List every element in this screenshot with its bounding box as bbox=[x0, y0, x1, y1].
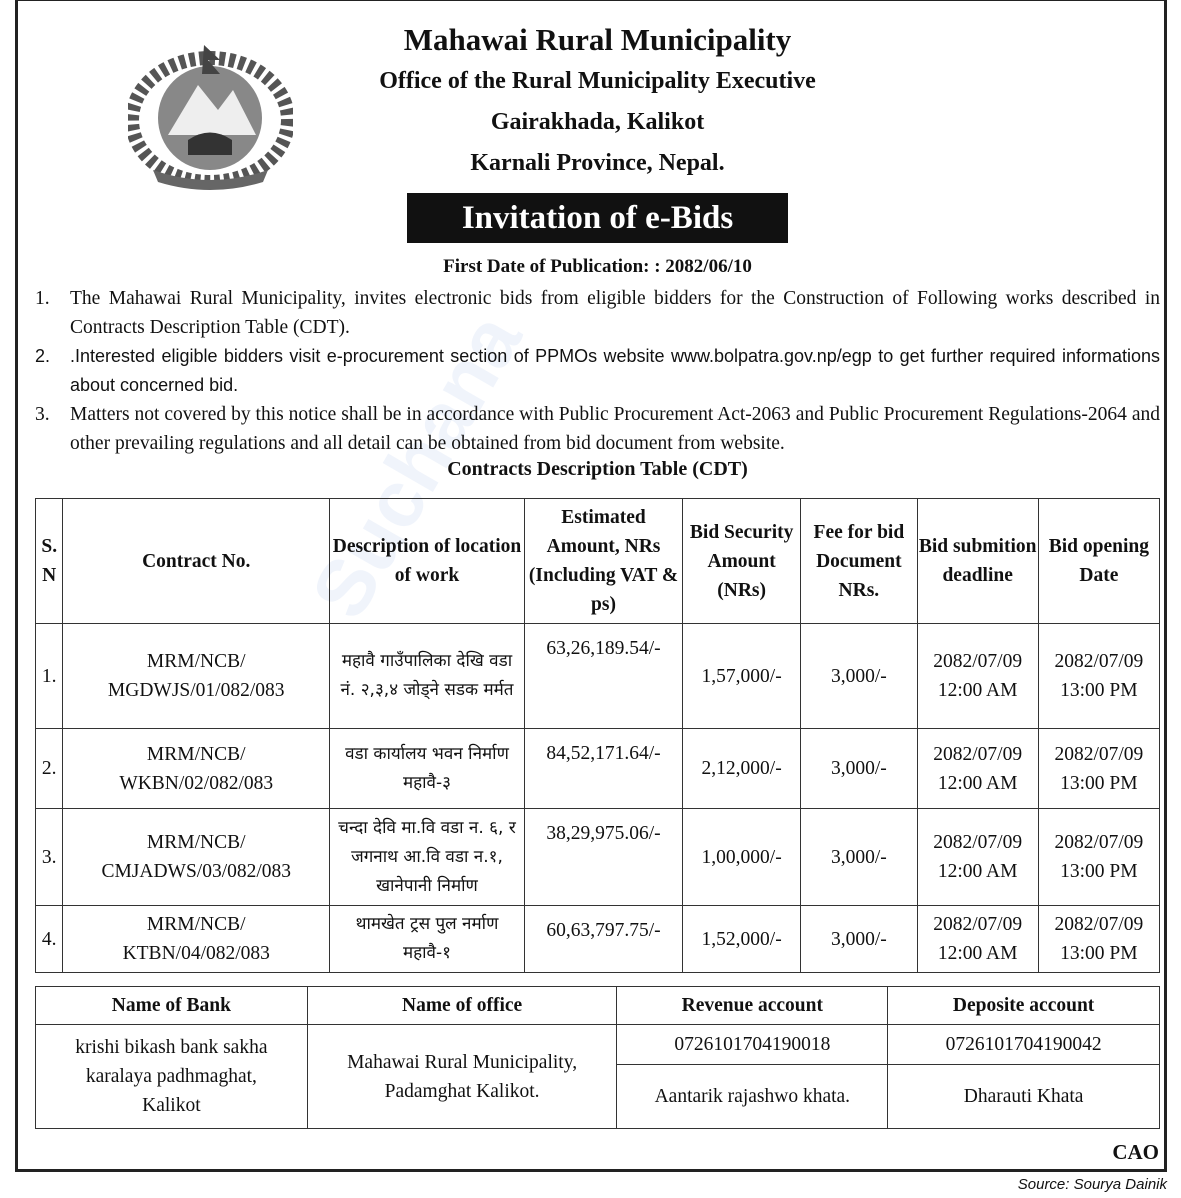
header-revenue: Revenue account bbox=[616, 986, 889, 1025]
cell-contract: MRM/NCB/ MGDWJS/01/082/083 bbox=[62, 623, 331, 729]
signature: CAO bbox=[1112, 1140, 1159, 1164]
header-sn: S. N bbox=[34, 498, 64, 624]
source-credit: Source: Sourya Dainik bbox=[1017, 1176, 1167, 1193]
paragraph-number: 3. bbox=[35, 404, 50, 425]
cell-security: 2,12,000/- bbox=[682, 728, 802, 809]
table-row: 1. MRM/NCB/ MGDWJS/01/082/083 महावै गाउँपा… bbox=[34, 623, 1161, 729]
cell-estimate: 60,63,797.75/- bbox=[523, 905, 684, 973]
cell-fee: 3,000/- bbox=[800, 728, 918, 809]
cell-desc: महावै गाउँपालिका देखि वडा नं. २,३,४ जोड्… bbox=[329, 623, 525, 729]
notice-title: Invitation of e-Bids bbox=[407, 193, 788, 243]
cell-fee: 3,000/- bbox=[800, 623, 918, 729]
cell-opening: 2082/07/09 13:00 PM bbox=[1037, 808, 1161, 906]
office-name: Office of the Rural Municipality Executi… bbox=[379, 68, 816, 94]
cell-sn: 2. bbox=[34, 728, 64, 809]
paragraph-text: Matters not covered by this notice shall… bbox=[70, 404, 1160, 454]
bank-row: krishi bikash bank sakha karalaya padhma… bbox=[35, 1024, 1160, 1129]
header-fee: Fee for bid Document NRs. bbox=[800, 498, 918, 624]
cell-security: 1,00,000/- bbox=[682, 808, 802, 906]
province: Karnali Province, Nepal. bbox=[470, 150, 725, 176]
cell-security: 1,57,000/- bbox=[682, 623, 802, 729]
header-estimate: Estimated Amount, NRs (Including VAT & p… bbox=[523, 498, 684, 624]
cell-deadline: 2082/07/09 12:00 AM bbox=[916, 905, 1039, 973]
bank-name: krishi bikash bank sakha karalaya padhma… bbox=[35, 1024, 308, 1129]
cell-estimate: 38,29,975.06/- bbox=[523, 808, 684, 906]
cell-sn: 3. bbox=[34, 808, 64, 906]
table-header-row: S. N Contract No. Description of locatio… bbox=[34, 498, 1161, 624]
paragraph-text: .Interested eligible bidders visit e-pro… bbox=[70, 346, 1160, 395]
notice-paragraphs: 1. The Mahawai Rural Municipality, invite… bbox=[35, 284, 1160, 458]
table-row: 4. MRM/NCB/ KTBN/04/082/083 थामखेत ट्रस पु… bbox=[34, 905, 1161, 973]
bank-table: Name of Bank Name of office Revenue acco… bbox=[35, 986, 1160, 1129]
cell-contract: MRM/NCB/ KTBN/04/082/083 bbox=[62, 905, 331, 973]
office-name-cell: Mahawai Rural Municipality, Padamghat Ka… bbox=[306, 1024, 618, 1129]
cell-opening: 2082/07/09 13:00 PM bbox=[1037, 623, 1161, 729]
paragraph-text: The Mahawai Rural Municipality, invites … bbox=[70, 288, 1160, 338]
cell-security: 1,52,000/- bbox=[682, 905, 802, 973]
paragraph-number: 2. bbox=[35, 346, 51, 366]
header-office: Name of office bbox=[306, 986, 618, 1025]
revenue-account-number: 0726101704190018 bbox=[616, 1024, 889, 1065]
address: Gairakhada, Kalikot bbox=[490, 109, 705, 135]
paragraph: 2. .Interested eligible bidders visit e-p… bbox=[35, 342, 1160, 400]
cell-desc: वडा कार्यालय भवन निर्माण महावै-३ bbox=[329, 728, 525, 809]
bank-row: Aantarik rajashwo khata. Dharauti Khata bbox=[36, 1064, 1160, 1129]
header-deadline: Bid submition deadline bbox=[916, 498, 1039, 624]
cdt-table: S. N Contract No. Description of locatio… bbox=[34, 498, 1161, 973]
cell-sn: 4. bbox=[34, 905, 64, 973]
cell-desc: थामखेत ट्रस पुल नर्माण महावै-१ bbox=[329, 905, 525, 973]
cell-contract: MRM/NCB/ CMJADWS/03/082/083 bbox=[62, 808, 331, 906]
cdt-title: Contracts Description Table (CDT) bbox=[447, 458, 748, 480]
header-security: Bid Security Amount (NRs) bbox=[682, 498, 802, 624]
paragraph-number: 1. bbox=[35, 288, 50, 309]
cell-deadline: 2082/07/09 12:00 AM bbox=[916, 808, 1039, 906]
revenue-account-name: Aantarik rajashwo khata. bbox=[616, 1064, 889, 1129]
cell-opening: 2082/07/09 13:00 PM bbox=[1037, 905, 1161, 973]
cell-sn: 1. bbox=[34, 623, 64, 729]
paragraph: 1. The Mahawai Rural Municipality, invite… bbox=[35, 284, 1160, 342]
table-row: 2. MRM/NCB/ WKBN/02/082/083 वडा कार्यालय भ… bbox=[34, 728, 1161, 809]
cell-estimate: 84,52,171.64/- bbox=[523, 728, 684, 809]
cell-fee: 3,000/- bbox=[800, 808, 918, 906]
cell-fee: 3,000/- bbox=[800, 905, 918, 973]
header-contract: Contract No. bbox=[62, 498, 331, 624]
cell-desc: चन्दा देवि मा.वि वडा न. ६, र जगनाथ आ.वि … bbox=[329, 808, 525, 906]
deposit-account-number: 0726101704190042 bbox=[887, 1024, 1160, 1065]
cell-deadline: 2082/07/09 12:00 AM bbox=[916, 728, 1039, 809]
cell-deadline: 2082/07/09 12:00 AM bbox=[916, 623, 1039, 729]
table-row: 3. MRM/NCB/ CMJADWS/03/082/083 चन्दा देवि … bbox=[34, 808, 1161, 906]
cell-estimate: 63,26,189.54/- bbox=[523, 623, 684, 729]
cell-contract: MRM/NCB/ WKBN/02/082/083 bbox=[62, 728, 331, 809]
org-name: Mahawai Rural Municipality bbox=[403, 22, 792, 57]
header-deposit: Deposite account bbox=[887, 986, 1160, 1025]
deposit-account-name: Dharauti Khata bbox=[887, 1064, 1160, 1129]
bank-header-row: Name of Bank Name of office Revenue acco… bbox=[35, 986, 1160, 1025]
header-description: Description of location of work bbox=[329, 498, 525, 624]
cell-opening: 2082/07/09 13:00 PM bbox=[1037, 728, 1161, 809]
header-bank: Name of Bank bbox=[35, 986, 308, 1025]
notice-frame bbox=[15, 0, 1167, 1172]
header-opening: Bid opening Date bbox=[1037, 498, 1161, 624]
paragraph: 3. Matters not covered by this notice sha… bbox=[35, 400, 1160, 458]
publication-date: First Date of Publication: : 2082/06/10 bbox=[443, 256, 752, 277]
nepal-emblem-icon bbox=[128, 45, 293, 190]
